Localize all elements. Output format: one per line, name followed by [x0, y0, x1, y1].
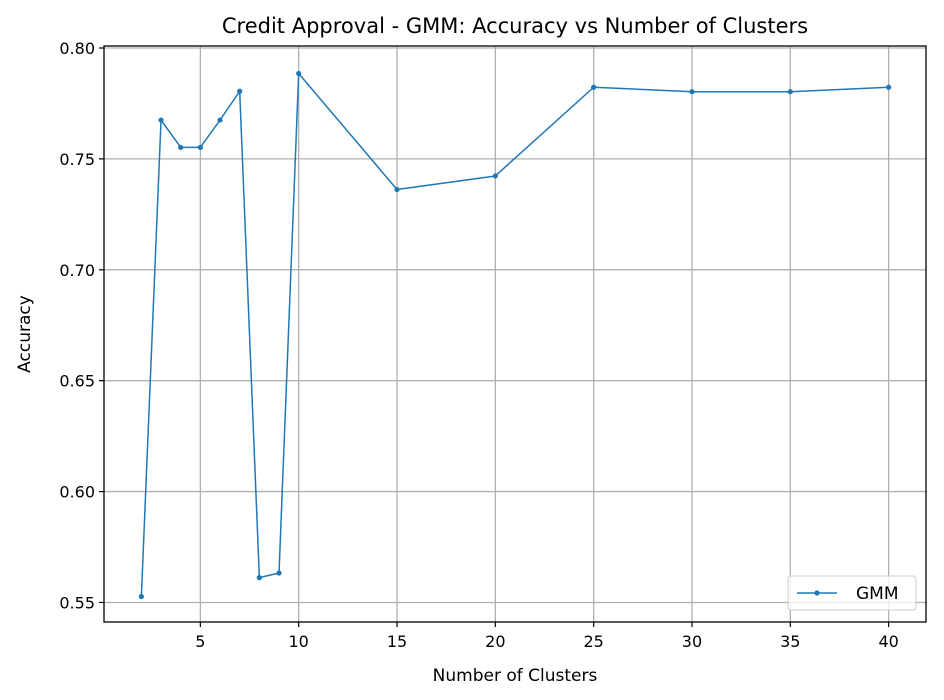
- data-point: [217, 117, 223, 123]
- legend-box: [787, 575, 917, 611]
- x-tick-label: 5: [195, 632, 205, 651]
- y-tick-label: 0.60: [59, 483, 95, 502]
- grid: [104, 46, 926, 622]
- x-tick-label: 15: [387, 632, 407, 651]
- legend: GMM: [787, 575, 917, 611]
- series-layer: [138, 70, 892, 600]
- data-point: [591, 84, 597, 90]
- data-point: [276, 570, 282, 576]
- data-point: [689, 89, 695, 95]
- y-tick-label: 0.55: [59, 593, 95, 612]
- y-tick-label: 0.70: [59, 261, 95, 280]
- x-axis-label: Number of Clusters: [433, 666, 598, 686]
- data-point: [394, 186, 400, 193]
- data-point: [886, 84, 892, 90]
- data-point: [296, 70, 302, 77]
- x-tick-label: 35: [780, 632, 800, 651]
- data-point: [178, 144, 184, 150]
- data-point: [492, 173, 498, 179]
- y-tick-label: 0.65: [59, 372, 95, 391]
- x-tick-label: 10: [289, 632, 309, 651]
- y-axis-label: Accuracy: [15, 295, 35, 373]
- data-point: [138, 593, 144, 600]
- plot-frame: [103, 45, 927, 623]
- x-tick-label: 30: [682, 632, 702, 651]
- data-point: [256, 575, 262, 581]
- series-line: [140, 72, 889, 597]
- x-tick-label: 20: [485, 632, 505, 651]
- x-tick-label: 25: [583, 632, 603, 651]
- x-tick-label: 40: [878, 632, 898, 651]
- data-point: [787, 89, 793, 95]
- chart-title: Credit Approval - GMM: Accuracy vs Numbe…: [222, 14, 808, 38]
- legend-label: GMM: [856, 584, 899, 604]
- y-tick-label: 0.75: [59, 150, 95, 169]
- data-point: [237, 88, 243, 94]
- y-tick-label: 0.80: [59, 39, 95, 58]
- data-point: [158, 117, 164, 123]
- data-point: [197, 144, 203, 150]
- legend-marker: [814, 590, 820, 596]
- axis-ticks: 5 10 15 20 25 30 35 40 0.55 0.60 0.65 0.70 0.75 0.80: [59, 39, 898, 651]
